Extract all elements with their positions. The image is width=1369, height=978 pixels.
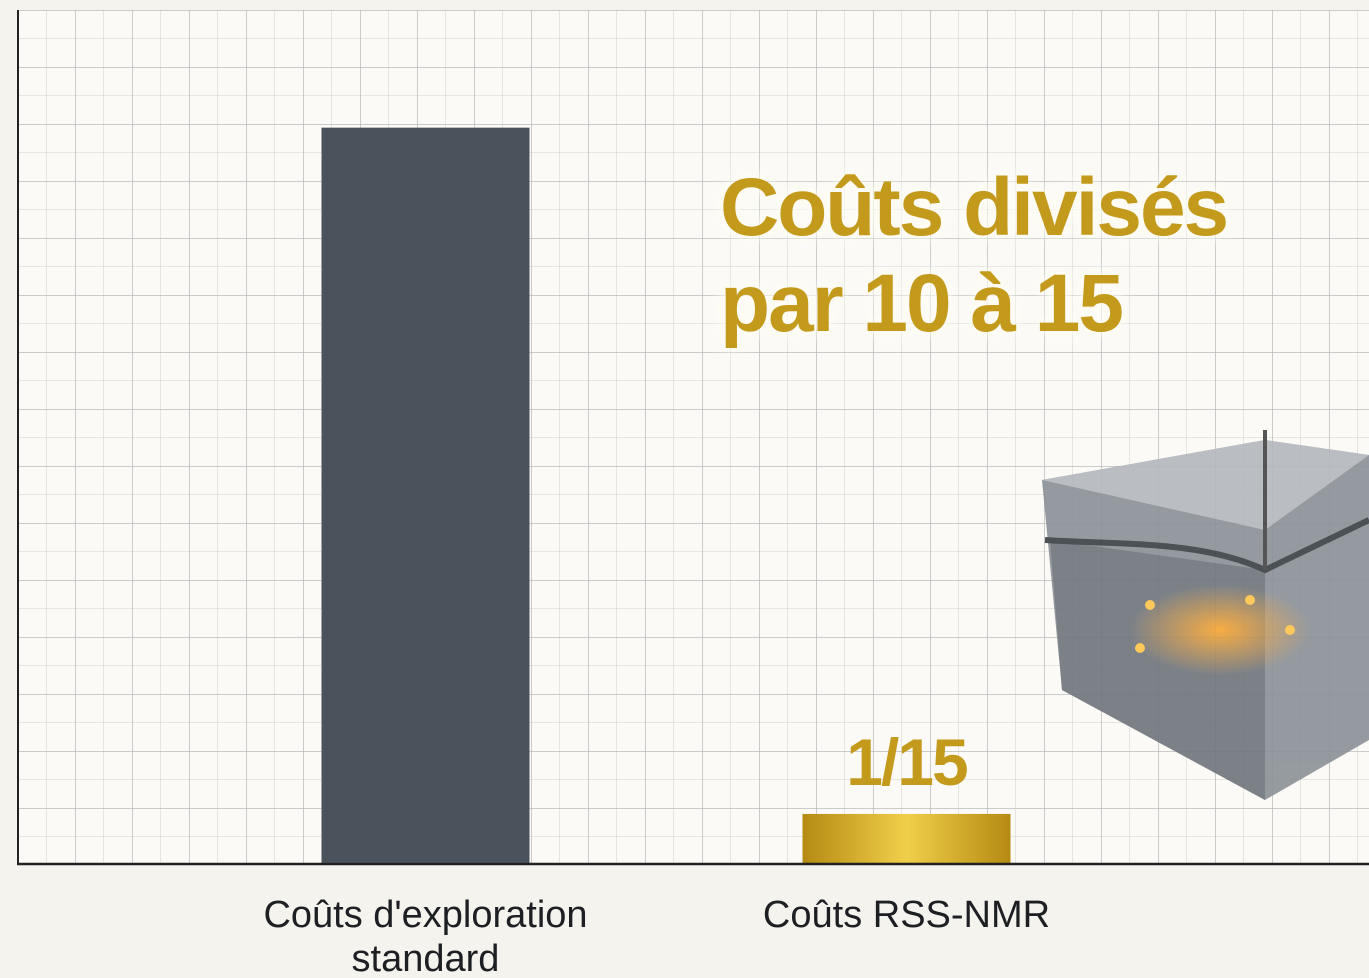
bar (322, 128, 530, 863)
page: Coûts divisés par 10 à 15 (() => { const… (0, 0, 1369, 978)
annotation: Coûts divisés par 10 à 15 (720, 160, 1320, 352)
bar (803, 814, 1011, 863)
value-label: 1/15 (757, 724, 1057, 800)
chart (0, 0, 1369, 978)
x-tick-label: Coûts d'exploration standard (236, 893, 616, 978)
x-tick-label: Coûts RSS-NMR (717, 893, 1097, 937)
